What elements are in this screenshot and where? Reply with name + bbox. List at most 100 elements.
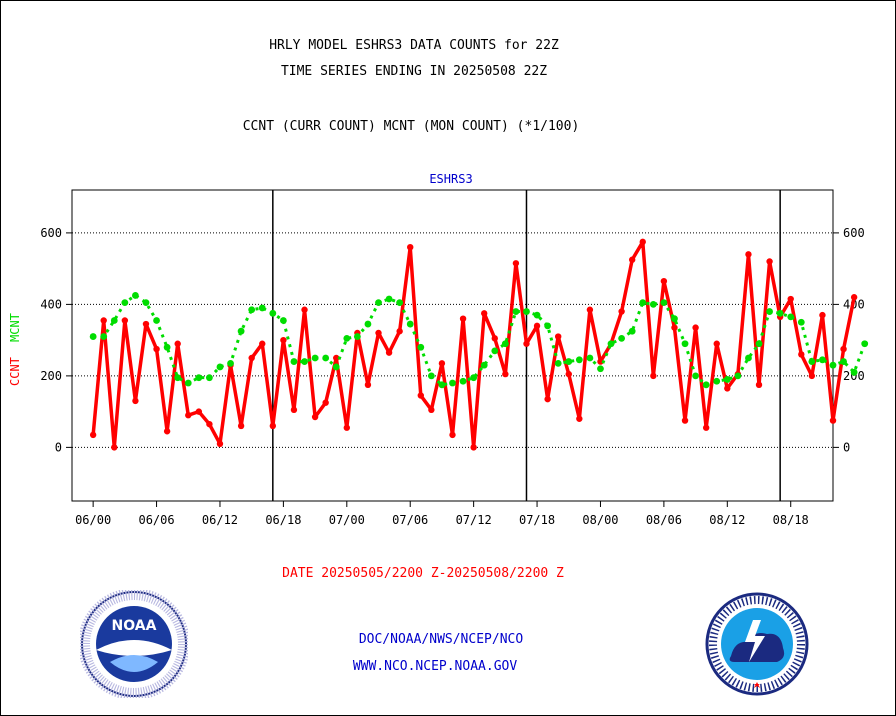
- data-point-mcnt: [89, 333, 97, 340]
- x-tick-label: 08/18: [773, 513, 809, 527]
- data-point-ccnt: [798, 351, 805, 358]
- data-point-ccnt: [333, 354, 340, 362]
- x-tick-label: 07/00: [329, 513, 365, 527]
- x-tick-label: 07/06: [392, 513, 428, 527]
- data-point-ccnt: [163, 428, 171, 435]
- data-point-ccnt: [407, 243, 414, 251]
- data-point-mcnt: [501, 340, 509, 348]
- data-point-mcnt: [459, 377, 467, 385]
- data-point-mcnt: [671, 315, 678, 323]
- chart-subtitle: CCNT (CURR COUNT) MCNT (MON COUNT) (*1/1…: [242, 119, 580, 134]
- data-point-ccnt: [364, 381, 372, 389]
- data-point-mcnt: [258, 304, 266, 312]
- data-point-ccnt: [850, 294, 858, 301]
- website-link[interactable]: WWW.NCO.NCEP.NOAA.GOV: [352, 659, 518, 674]
- x-tick-label: 06/18: [265, 513, 301, 527]
- data-point-ccnt: [713, 340, 720, 347]
- data-point-mcnt: [649, 300, 657, 308]
- data-point-mcnt: [311, 354, 319, 362]
- x-tick-label: 06/00: [75, 513, 111, 527]
- data-point-ccnt: [375, 329, 382, 337]
- x-tick-label: 08/12: [709, 513, 745, 527]
- data-point-ccnt: [597, 358, 604, 365]
- data-point-mcnt: [861, 340, 869, 348]
- data-point-mcnt: [174, 374, 182, 382]
- data-point-ccnt: [840, 345, 847, 353]
- data-point-ccnt: [428, 406, 435, 414]
- data-point-ccnt: [100, 317, 107, 324]
- data-point-ccnt: [702, 424, 710, 431]
- data-point-mcnt: [480, 361, 488, 369]
- data-point-mcnt: [575, 356, 583, 364]
- data-point-ccnt: [385, 349, 393, 356]
- data-point-ccnt: [185, 412, 192, 419]
- data-point-mcnt: [639, 299, 647, 307]
- data-point-ccnt: [755, 381, 763, 389]
- date-range-label: DATE 20250505/2200 Z-20250508/2200 Z: [282, 566, 564, 581]
- y-tick-label-right: 200: [843, 369, 865, 383]
- data-point-mcnt: [618, 334, 626, 342]
- data-point-mcnt: [417, 343, 425, 351]
- data-point-ccnt: [206, 420, 213, 428]
- data-point-ccnt: [142, 320, 150, 328]
- data-point-mcnt: [586, 354, 594, 362]
- data-point-mcnt: [819, 356, 826, 364]
- data-point-ccnt: [660, 277, 668, 285]
- data-point-mcnt: [343, 334, 351, 342]
- data-point-mcnt: [195, 374, 203, 382]
- noaa-logo-text: NOAA: [112, 618, 157, 634]
- data-point-ccnt: [787, 295, 794, 303]
- data-point-mcnt: [353, 333, 361, 340]
- data-point-mcnt: [723, 376, 731, 383]
- data-point-mcnt: [523, 308, 530, 315]
- data-point-mcnt: [565, 358, 573, 365]
- data-point-ccnt: [819, 311, 826, 319]
- y-tick-label-left: 200: [40, 369, 62, 383]
- data-point-ccnt: [481, 310, 488, 317]
- x-tick-label: 07/12: [456, 513, 492, 527]
- data-point-ccnt: [808, 372, 816, 380]
- data-point-ccnt: [259, 340, 266, 347]
- data-point-ccnt: [650, 372, 657, 380]
- data-point-ccnt: [153, 345, 160, 353]
- data-point-ccnt: [216, 440, 224, 448]
- data-point-mcnt: [163, 343, 171, 351]
- data-point-mcnt: [787, 313, 795, 321]
- data-point-mcnt: [702, 381, 710, 389]
- data-point-mcnt: [237, 327, 245, 335]
- data-point-mcnt: [184, 379, 192, 387]
- data-point-mcnt: [713, 377, 721, 385]
- data-point-ccnt: [195, 408, 203, 415]
- data-point-ccnt: [269, 422, 277, 430]
- data-point-ccnt: [417, 392, 424, 399]
- data-point-ccnt: [671, 324, 678, 331]
- data-point-mcnt: [776, 309, 784, 317]
- data-point-ccnt: [628, 256, 636, 263]
- data-point-ccnt: [512, 260, 520, 267]
- x-tick-label: 08/06: [646, 513, 682, 527]
- data-point-ccnt: [174, 340, 181, 347]
- data-point-ccnt: [89, 431, 97, 439]
- data-point-ccnt: [745, 251, 752, 258]
- data-point-ccnt: [290, 406, 298, 414]
- data-point-ccnt: [724, 385, 731, 392]
- data-point-mcnt: [491, 347, 499, 355]
- data-point-mcnt: [628, 327, 636, 335]
- series-layer: [89, 238, 869, 451]
- data-point-ccnt: [618, 308, 625, 315]
- data-point-ccnt: [280, 336, 287, 344]
- plot-frame: [71, 189, 834, 502]
- data-point-mcnt: [132, 292, 139, 299]
- data-point-mcnt: [290, 358, 298, 365]
- data-point-ccnt: [470, 444, 477, 451]
- x-tick-label: 06/06: [138, 513, 174, 527]
- data-point-mcnt: [470, 374, 478, 382]
- data-point-mcnt: [755, 340, 763, 348]
- data-point-ccnt: [132, 397, 139, 405]
- data-point-ccnt: [311, 413, 319, 421]
- data-point-ccnt: [459, 315, 467, 322]
- data-point-mcnt: [279, 317, 287, 324]
- data-point-mcnt: [850, 368, 858, 376]
- data-point-mcnt: [216, 363, 224, 371]
